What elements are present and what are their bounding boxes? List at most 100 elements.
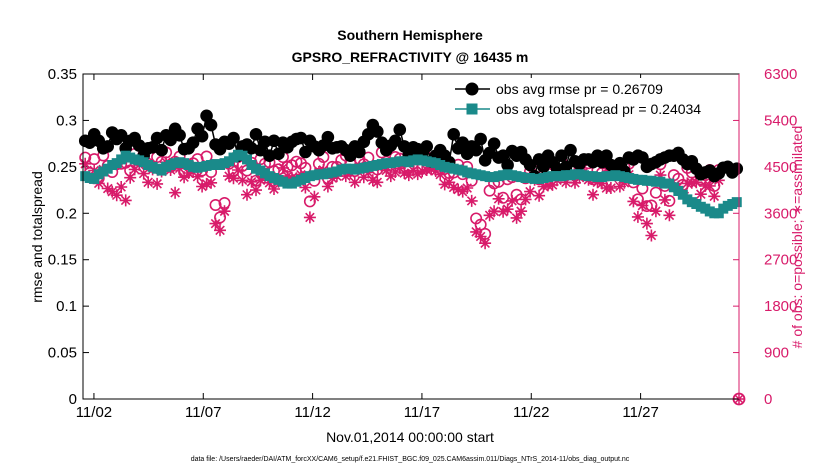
- obs-assimilated-marker: [604, 182, 617, 194]
- x-tick-label: 11/22: [513, 404, 549, 421]
- obs-assimilated-marker: [640, 217, 653, 230]
- obs-assimilated-marker: [627, 195, 640, 208]
- y-right-tick-label: 4500: [764, 159, 797, 176]
- obs-assimilated-marker: [366, 174, 379, 187]
- rmse-marker: [388, 134, 402, 148]
- obs-assimilated-marker: [339, 170, 352, 183]
- rmse-marker: [555, 149, 568, 163]
- obs-assimilated-marker: [209, 217, 222, 230]
- obs-assimilated-marker: [515, 205, 528, 218]
- y-right-tick-label: 3600: [764, 205, 797, 222]
- obs-assimilated-marker: [384, 170, 397, 183]
- rmse-marker: [101, 140, 115, 153]
- y-right-tick-label: 5400: [764, 112, 797, 129]
- obs-assimilated-marker: [268, 183, 280, 195]
- obs-assimilated-marker: [483, 209, 496, 222]
- footer-data-file: data file: /Users/raeder/DAI/ATM_forcXX/…: [191, 456, 630, 463]
- y-tick-label: 0.15: [48, 252, 77, 269]
- obs-assimilated-marker: [245, 175, 258, 188]
- rmse-marker: [447, 128, 460, 141]
- obs-assimilated-marker: [214, 224, 226, 237]
- obs-assimilated-marker: [205, 176, 218, 189]
- rmse-marker: [420, 140, 434, 153]
- rmse-marker: [272, 147, 285, 161]
- spread-marker: [242, 154, 252, 165]
- rmse-marker: [559, 160, 573, 174]
- obs-possible-marker: [214, 211, 227, 224]
- obs-assimilated-marker: [178, 171, 191, 184]
- x-tick-labels: 11/02 11/07 11/12 11/17 11/22 11/27: [76, 404, 659, 421]
- obs-assimilated-marker: [110, 189, 123, 202]
- obs-assimilated-marker: [191, 170, 204, 183]
- obs-assimilated-marker: [569, 176, 581, 189]
- obs-assimilated-marker: [200, 177, 213, 190]
- obs-assimilated-marker: [182, 167, 195, 179]
- obs-assimilated-marker: [434, 168, 447, 181]
- obs-assimilated-marker: [438, 178, 451, 191]
- obs-assimilated-marker: [443, 176, 456, 189]
- obs-assimilated-marker: [241, 188, 253, 201]
- obs-assimilated-marker: [649, 205, 662, 218]
- obs-assimilated-marker: [348, 176, 361, 189]
- obs-assimilated-marker: [276, 161, 289, 174]
- obs-assimilated-marker: [492, 192, 505, 205]
- y-tick-label: 0.35: [48, 66, 77, 83]
- rmse-marker: [114, 128, 128, 142]
- obs-assimilated-marker: [694, 188, 707, 201]
- rmse-marker: [249, 128, 263, 141]
- rmse-marker: [321, 130, 335, 144]
- y-tick-label: 0.1: [56, 298, 77, 315]
- obs-assimilated-marker: [321, 180, 334, 193]
- x-tick-label: 11/07: [185, 404, 221, 421]
- obs-assimilated-marker: [654, 169, 667, 182]
- obs-assimilated-marker: [663, 209, 676, 222]
- y-right-tick-label: 2700: [764, 252, 797, 269]
- obs-assimilated-marker: [703, 179, 716, 192]
- rmse-marker: [469, 143, 483, 157]
- rmse-marker: [195, 129, 209, 143]
- plot-area: [83, 74, 739, 399]
- spread-marker: [731, 197, 742, 208]
- rmse-marker: [353, 145, 366, 159]
- legend-rmse-label: obs avg rmse pr = 0.26709: [496, 81, 663, 97]
- obs-assimilated-marker: [479, 237, 492, 250]
- rmse-marker: [227, 131, 240, 145]
- rmse-marker: [155, 143, 168, 157]
- y-axis-label: rmse and totalspread: [29, 171, 45, 303]
- obs-assimilated-marker: [587, 188, 599, 201]
- rmse-marker: [501, 158, 514, 172]
- obs-assimilated-marker: [416, 165, 429, 177]
- obs-assimilated-marker: [524, 185, 537, 198]
- obs-assimilated-marker: [519, 193, 532, 206]
- obs-assimilated-marker: [461, 182, 474, 194]
- obs-assimilated-marker: [196, 180, 209, 193]
- obs-assimilated-marker: [497, 205, 510, 218]
- obs-assimilated-marker: [402, 169, 415, 182]
- obs-assimilated-marker: [690, 176, 703, 189]
- rmse-marker: [299, 145, 312, 159]
- legend-box: [450, 78, 734, 120]
- obs-assimilated-marker: [169, 186, 182, 199]
- obs-assimilated-marker: [465, 194, 478, 207]
- obs-assimilated-marker: [173, 162, 186, 175]
- obs-assimilated-marker: [232, 164, 244, 176]
- obs-assimilated-marker: [124, 171, 137, 184]
- obs-assimilated-marker: [380, 164, 393, 177]
- y-tick-label: 0.3: [56, 112, 77, 129]
- obs-assimilated-marker: [596, 177, 608, 190]
- chart-subtitle: GPSRO_REFRACTIVITY @ 16435 m: [292, 49, 529, 65]
- rmse-marker: [371, 125, 384, 138]
- rmse-marker: [393, 123, 407, 137]
- obs-assimilated-marker: [501, 203, 514, 216]
- rmse-marker: [564, 143, 577, 157]
- obs-assimilated-marker: [151, 177, 164, 190]
- obs-assimilated-marker: [398, 167, 411, 179]
- obs-assimilated-marker: [128, 163, 141, 176]
- y-right-tick-labels: 0 900 1800 2700 3600 4500 5400 6300: [764, 66, 797, 408]
- obs-possible-marker: [649, 186, 662, 199]
- obs-assimilated-marker: [425, 163, 438, 176]
- x-axis-label: Nov.01,2014 00:00:00 start: [326, 429, 494, 445]
- obs-assimilated-marker: [218, 205, 231, 218]
- series-layer: [78, 109, 746, 406]
